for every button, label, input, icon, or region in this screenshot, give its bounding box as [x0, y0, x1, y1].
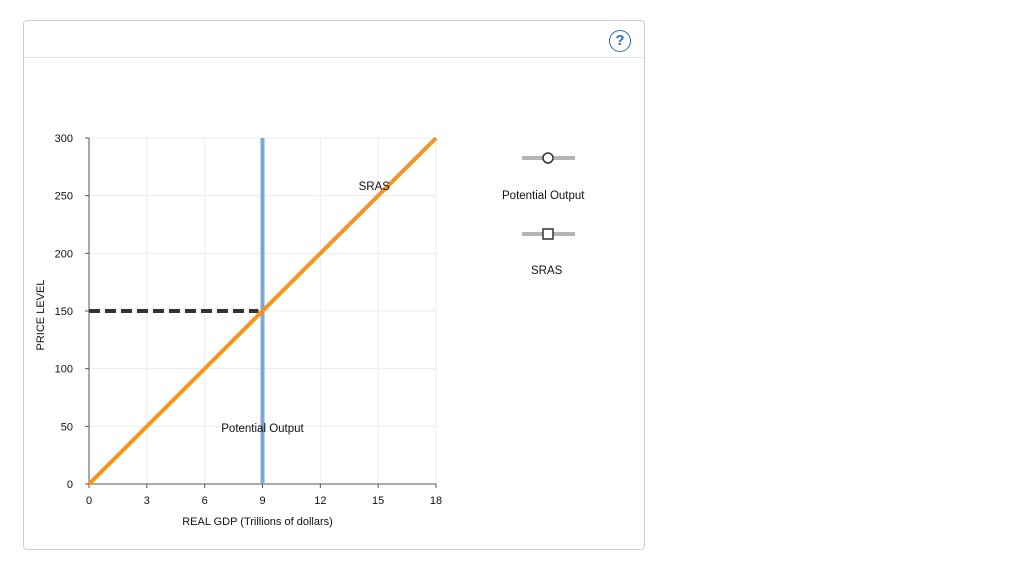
y-tick-label: 150 [55, 306, 73, 318]
x-tick-label: 18 [430, 495, 442, 507]
chart-marks [87, 136, 438, 486]
sras-curve-label: SRAS [359, 181, 391, 193]
y-tick-label: 200 [55, 248, 73, 260]
x-tick-label: 9 [259, 495, 265, 507]
help-icon[interactable]: ? [609, 30, 631, 52]
x-axis-title: REAL GDP (Trillions of dollars) [182, 516, 333, 528]
y-tick-label: 300 [55, 133, 73, 145]
x-tick-label: 3 [144, 495, 150, 507]
x-tick-label: 15 [372, 495, 384, 507]
y-tick-label: 100 [55, 364, 73, 376]
x-tick-label: 12 [314, 495, 326, 507]
y-tick-label: 0 [67, 479, 73, 491]
legend-square-marker [542, 228, 554, 240]
sras-line [87, 136, 438, 486]
y-tick-label: 50 [61, 421, 73, 433]
y-axis-title: PRICE LEVEL [35, 280, 47, 351]
legend-circle-marker [542, 152, 554, 164]
legend-markers [522, 152, 575, 240]
y-tick-label: 250 [55, 191, 73, 203]
legend-label-sras: SRAS [531, 265, 563, 277]
legend-label-potential-output: Potential Output [502, 190, 585, 202]
x-tick-label: 0 [86, 495, 92, 507]
graph-panel: ? [23, 20, 645, 550]
panel-divider [24, 57, 644, 58]
potential-output-curve-label: Potential Output [221, 423, 304, 435]
chart-labels: 0 3 6 9 12 15 18 0 50 100 150 200 250 300 REAL GDP (Tr… [35, 133, 442, 528]
x-tick-label: 6 [202, 495, 208, 507]
